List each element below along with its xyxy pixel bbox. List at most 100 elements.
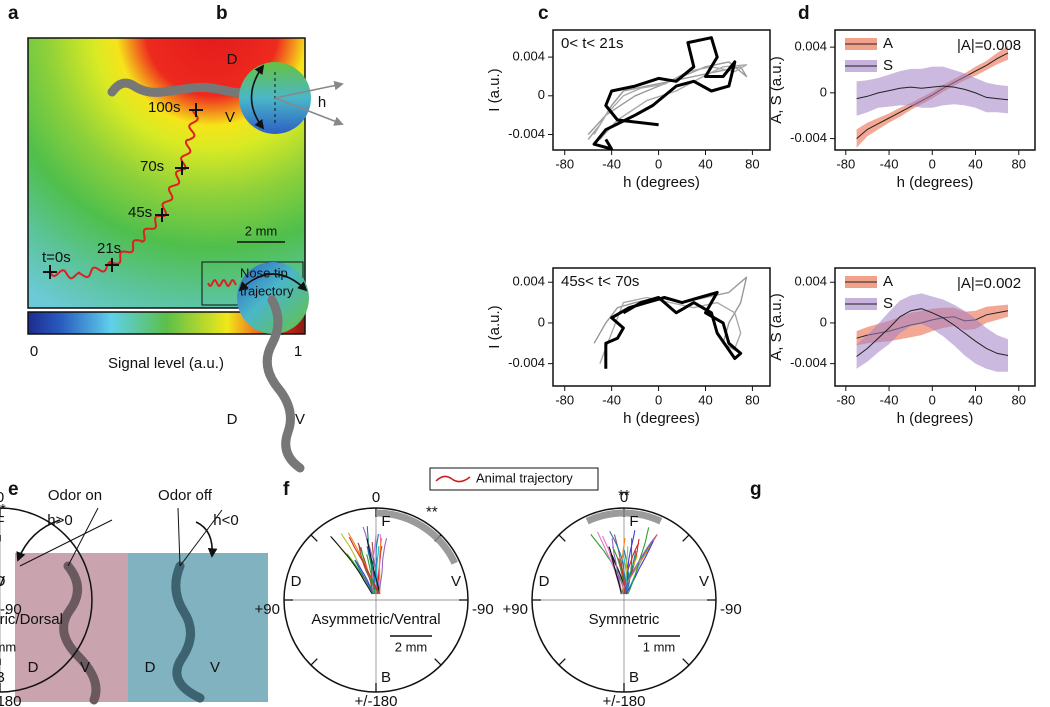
trajectory <box>378 538 388 595</box>
illustration-label: Odor off <box>158 487 213 504</box>
direction-label: F <box>381 513 390 530</box>
annotation: |A|=0.008 <box>957 37 1021 54</box>
direction-label: V <box>0 573 5 590</box>
error-band <box>856 293 1008 372</box>
trajectory <box>625 540 654 595</box>
time-label: 70s <box>140 158 164 175</box>
angle-tick <box>558 658 566 666</box>
significance: ** <box>0 501 6 518</box>
x-tick-label: 0 <box>929 392 936 407</box>
y-axis-label: I (a.u.) <box>486 68 503 111</box>
sector-arc <box>585 509 663 525</box>
colorbar-label: Signal level (a.u.) <box>108 355 224 372</box>
trace <box>593 276 748 355</box>
x-tick-label: -40 <box>602 392 621 407</box>
time-label: 100s <box>148 99 181 116</box>
significance: ** <box>618 487 630 504</box>
polar-frame <box>0 507 93 693</box>
legend-label: A <box>883 35 893 52</box>
sector-arc <box>375 509 458 565</box>
angle-tick <box>310 658 318 666</box>
direction-label: D <box>539 573 550 590</box>
angle-tick <box>434 658 442 666</box>
x-tick-label: 80 <box>1012 156 1026 171</box>
illustration-label: V <box>210 659 220 676</box>
direction-label: B <box>381 669 391 686</box>
mean-line <box>856 308 1009 357</box>
annotation: |A|=0.002 <box>957 275 1021 292</box>
h-line <box>19 519 113 567</box>
time-label: 45s <box>128 204 152 221</box>
direction-label: D <box>0 573 6 590</box>
y-axis-label: I (a.u.) <box>486 305 503 348</box>
trace <box>604 290 743 369</box>
legend-swatch <box>207 278 237 288</box>
x-tick-label: 0 <box>655 156 662 171</box>
direction-label: V <box>699 573 709 590</box>
polar-axis-label: -90 <box>472 601 494 618</box>
x-axis-label: h (degrees) <box>897 174 974 191</box>
trace <box>593 64 748 140</box>
time-label: t=0s <box>42 249 71 266</box>
polar-axis-label: +/-180 <box>603 693 646 707</box>
trajectory <box>609 531 629 595</box>
x-tick-label: 80 <box>1012 392 1026 407</box>
x-tick-label: -80 <box>836 392 855 407</box>
illustration-label: D <box>227 51 238 68</box>
angle-tick <box>682 534 690 542</box>
polar-axis-label: 0 <box>372 489 380 506</box>
legend-swatch <box>435 475 471 483</box>
illustration-label: V <box>225 109 235 126</box>
legend-label: S <box>883 295 893 312</box>
significance: ** <box>426 503 438 520</box>
y-tick-label: 0.004 <box>512 274 545 289</box>
polar-axis-label: 0 <box>0 489 4 506</box>
panel-label: f <box>283 479 290 500</box>
direction-label: F <box>629 513 638 530</box>
annotation: 45s< t< 70s <box>561 273 639 290</box>
polar-axis-label: +/-180 <box>355 693 398 707</box>
trajectory <box>348 537 381 595</box>
y-tick-label: -0.004 <box>508 126 545 141</box>
x-tick-label: -80 <box>555 392 574 407</box>
trajectory <box>611 538 623 595</box>
arrow <box>238 273 308 292</box>
mean-line <box>856 85 1009 101</box>
x-tick-label: 40 <box>968 392 982 407</box>
legend-label: S <box>883 57 893 74</box>
legend-label: Nose tip <box>240 265 288 280</box>
polar-axis-label: -90 <box>720 601 742 618</box>
h-line <box>177 507 181 567</box>
x-tick-label: 80 <box>745 156 759 171</box>
arrow <box>16 519 61 562</box>
panel-label: c <box>538 3 549 24</box>
arrow <box>195 521 218 558</box>
worm <box>59 561 101 705</box>
panel-label: g <box>750 479 762 500</box>
direction-label: V <box>451 573 461 590</box>
x-tick-label: 0 <box>655 392 662 407</box>
time-marker <box>175 161 189 175</box>
scale-bar-label: 2 mm <box>395 639 428 654</box>
time-marker <box>155 208 169 222</box>
illustration-label: D <box>145 659 156 676</box>
x-tick-label: 40 <box>698 392 712 407</box>
time-marker <box>43 265 57 279</box>
legend-box <box>429 467 599 491</box>
illustration-label: V <box>295 411 305 428</box>
direction-label: D <box>291 573 302 590</box>
trajectory <box>366 554 376 595</box>
y-tick-label: 0.004 <box>794 39 827 54</box>
time-marker <box>189 103 203 117</box>
polar-axis-label: +/-180 <box>0 693 21 707</box>
worm <box>171 561 205 703</box>
colorbar-tick-label: 0 <box>30 343 38 360</box>
angle-tick <box>558 534 566 542</box>
polar-axis-label: 0 <box>620 489 628 506</box>
x-tick-label: -80 <box>555 156 574 171</box>
illustration-label: h<0 <box>213 512 238 529</box>
h-line <box>179 509 223 567</box>
trajectory <box>49 109 199 280</box>
h-line <box>67 507 99 567</box>
worm <box>107 78 267 99</box>
